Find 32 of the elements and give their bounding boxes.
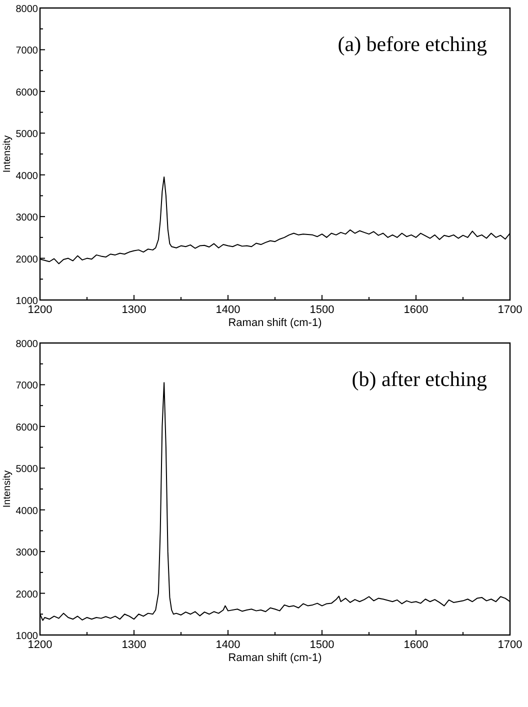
x-tick-label: 1600 <box>404 639 428 651</box>
x-axis-title: Raman shift (cm-1) <box>228 652 322 664</box>
y-axis-title: Intensity <box>2 470 13 508</box>
x-tick-label: 1200 <box>28 639 52 651</box>
y-tick-label: 3000 <box>16 548 38 559</box>
y-tick-label: 4000 <box>16 506 38 517</box>
x-tick-label: 1600 <box>404 304 428 316</box>
text: (b) after etching <box>352 367 488 391</box>
x-tick-label: 1300 <box>122 304 146 316</box>
y-tick-label: 2000 <box>16 254 38 266</box>
x-tick-label: 1400 <box>216 304 240 316</box>
y-tick-label: 7000 <box>16 380 38 392</box>
y-tick-label: 8000 <box>16 339 38 350</box>
text: (a) before etching <box>338 32 488 56</box>
y-tick-label: 6000 <box>16 422 38 434</box>
x-tick-label: 1300 <box>122 639 146 651</box>
y-tick-label: 4000 <box>16 170 38 182</box>
y-tick-label: 6000 <box>16 87 38 98</box>
y-tick-label: 7000 <box>16 46 38 57</box>
y-tick-label: 5000 <box>16 129 38 140</box>
x-tick-label: 1200 <box>28 304 52 316</box>
y-tick-label: 8000 <box>16 4 38 15</box>
x-tick-label: 1700 <box>498 304 522 316</box>
y-axis-title: Intensity <box>2 135 13 173</box>
y-tick-label: 2000 <box>16 589 38 600</box>
x-tick-label: 1700 <box>498 639 522 651</box>
y-tick-label: 3000 <box>16 212 38 224</box>
y-tick-label: 5000 <box>16 464 38 476</box>
x-tick-label: 1500 <box>310 639 334 651</box>
x-tick-label: 1500 <box>310 304 334 316</box>
x-tick-label: 1400 <box>216 639 240 651</box>
x-axis-title: Raman shift (cm-1) <box>228 317 322 329</box>
